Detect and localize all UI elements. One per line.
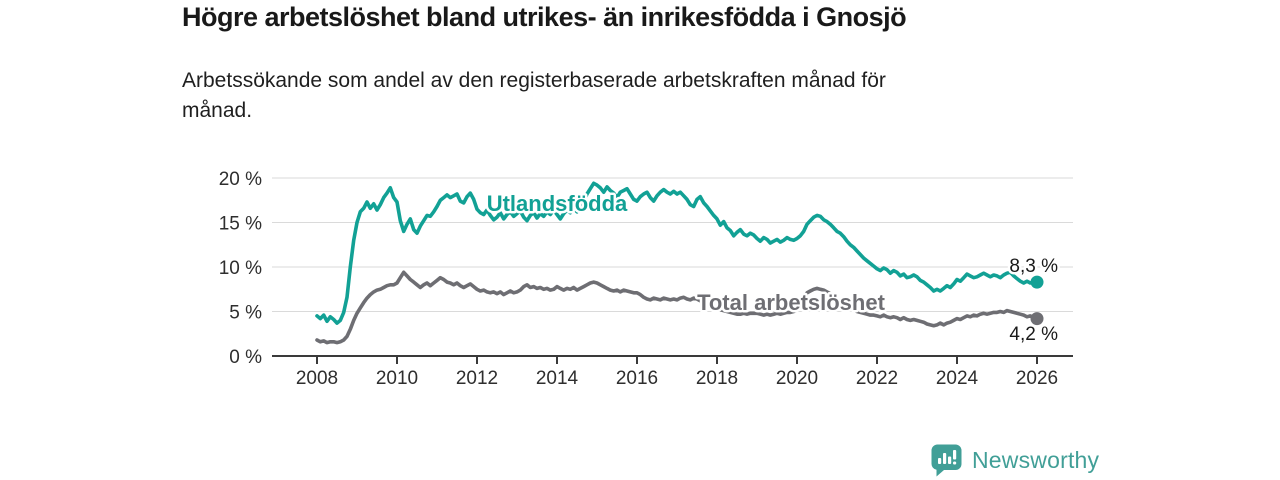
series-end-value-label: 8,3 % xyxy=(1009,256,1058,277)
x-tick-label: 2010 xyxy=(376,368,418,389)
x-tick-label: 2018 xyxy=(696,368,738,389)
newsworthy-logo: Newsworthy xyxy=(931,444,1099,477)
series-end-dot xyxy=(1030,275,1044,289)
series-end-value-label: 4,2 % xyxy=(1009,324,1058,345)
x-tick-label: 2012 xyxy=(456,368,498,389)
series-label: Total arbetslöshet xyxy=(697,290,886,315)
series-label: Utlandsfödda xyxy=(487,191,628,216)
series-end-dot xyxy=(1030,312,1044,326)
newsworthy-speech-bubble-chart-icon xyxy=(931,444,962,477)
series-line-total-arbetsloshet xyxy=(315,270,1039,345)
chart-subtitle-line2: månad. xyxy=(182,99,253,123)
x-tick-label: 2020 xyxy=(776,368,818,389)
y-tick-label: 10 % xyxy=(219,258,262,279)
x-tick-label: 2022 xyxy=(856,368,898,389)
newsworthy-logo-text: Newsworthy xyxy=(972,447,1100,473)
x-tick-label: 2026 xyxy=(1016,368,1058,389)
x-tick-label: 2008 xyxy=(296,368,338,389)
x-tick-label: 2014 xyxy=(536,368,579,389)
y-tick-label: 15 % xyxy=(219,214,262,235)
y-tick-label: 0 % xyxy=(229,347,262,368)
chart-subtitle-line1: Arbetssökande som andel av den registerb… xyxy=(182,69,886,92)
y-tick-label: 5 % xyxy=(229,303,262,324)
x-tick-label: 2024 xyxy=(936,368,979,389)
y-tick-label: 20 % xyxy=(219,169,262,190)
chart-subtitle: Arbetssökande som andel av den registerb… xyxy=(182,66,886,127)
series-line-utlandsfodda xyxy=(315,181,1039,325)
page-title: Högre arbetslöshet bland utrikes- än inr… xyxy=(182,2,907,32)
x-tick-label: 2016 xyxy=(616,368,658,389)
